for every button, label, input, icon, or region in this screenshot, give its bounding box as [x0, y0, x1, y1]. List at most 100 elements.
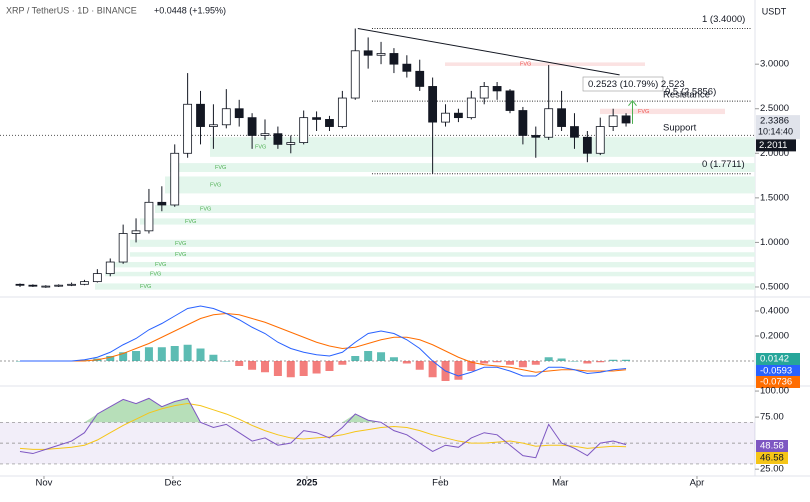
- fvg-label: FVG: [140, 284, 151, 290]
- marked-price-tag-bg: [756, 139, 796, 152]
- y-tick-label: 1.0000: [760, 237, 789, 248]
- fvg-label: FVG: [520, 62, 531, 68]
- y-tick-label: 2.5000: [760, 103, 789, 114]
- macd-histogram-bar: [183, 344, 192, 361]
- fvg-bull-zone: [170, 163, 755, 173]
- macd-histogram-bar: [480, 361, 489, 364]
- candle-body: [183, 103, 193, 154]
- last-price-tag: 2.3386: [760, 116, 789, 127]
- candle-body: [325, 119, 334, 127]
- x-tick-label: Mar: [552, 478, 568, 489]
- macd-histogram-bar: [389, 357, 398, 361]
- candle-body: [260, 133, 270, 136]
- macd-histogram-bar: [583, 361, 592, 364]
- fvg-label: FVG: [200, 206, 211, 212]
- candle-body: [247, 117, 257, 136]
- candle-body: [350, 50, 360, 99]
- macd-tag: -0.0593: [760, 366, 792, 377]
- macd-histogram-bar: [531, 361, 540, 365]
- last-price-tag-bg: [756, 115, 800, 140]
- candle-body: [544, 108, 554, 138]
- candle-body: [505, 90, 515, 111]
- fvg-label: FVG: [210, 182, 221, 188]
- measure-arrow-head: [628, 99, 637, 107]
- candle-body: [363, 50, 373, 56]
- fvg-bear-zone: [600, 108, 725, 115]
- candle-body: [80, 281, 89, 285]
- candle-body: [196, 103, 205, 127]
- rsi-tag: 46.58: [760, 453, 784, 464]
- fvg-bull-zone: [140, 218, 755, 225]
- fvg-label: FVG: [175, 252, 186, 258]
- macd-histogram-bar: [222, 361, 231, 362]
- macd-histogram-bar: [132, 351, 141, 361]
- candle-body: [518, 110, 528, 136]
- macd-histogram-bar: [196, 348, 205, 361]
- candle-body: [466, 97, 476, 119]
- macd-histogram-bar: [518, 361, 527, 368]
- resistance-label: Resistance: [663, 90, 710, 101]
- macd-tag-bg: [756, 376, 800, 388]
- candle-body: [209, 124, 218, 127]
- macd-histogram-bar: [144, 347, 153, 361]
- macd-histogram-bar: [428, 361, 437, 378]
- rsi-tick-label: 75.00: [760, 412, 784, 423]
- symbol-header: XRP / TetherUS · 1D · BINANCE: [6, 5, 137, 15]
- macd-signal-line: [19, 312, 627, 373]
- candle-body: [492, 86, 502, 92]
- candle-body: [570, 126, 579, 138]
- candle-body: [15, 283, 25, 286]
- candle-body: [41, 285, 51, 288]
- fvg-label: FVG: [175, 241, 186, 247]
- macd-histogram-bar: [596, 361, 605, 363]
- macd-histogram-bar: [209, 354, 218, 361]
- macd-histogram-bar: [364, 351, 373, 361]
- macd-histogram-bar: [557, 358, 566, 361]
- macd-histogram-bar: [454, 361, 463, 380]
- macd-histogram-bar: [325, 361, 334, 371]
- macd-histogram-bar: [377, 352, 386, 361]
- candle-body: [67, 283, 76, 286]
- candle-body: [428, 86, 438, 123]
- rsi-tag-bg: [756, 440, 788, 452]
- macd-histogram-bar: [622, 359, 631, 361]
- fvg-bull-zone: [95, 283, 755, 290]
- macd-tick-label: 0.4000: [760, 306, 789, 317]
- macd-histogram-bar: [544, 357, 553, 361]
- candle-body: [582, 136, 592, 154]
- macd-histogram-bar: [609, 359, 618, 361]
- macd-histogram-bar: [312, 361, 321, 374]
- macd-histogram-bar: [235, 361, 244, 366]
- macd-tag: -0.0736: [760, 377, 792, 388]
- macd-histogram-bar: [106, 356, 115, 361]
- candle-body: [105, 261, 115, 275]
- change-header: +0.0448 (+1.95%): [154, 5, 226, 15]
- candle-body: [621, 115, 631, 124]
- macd-histogram-bar: [80, 359, 89, 361]
- measure-label: 0.2523 (10.79%) 2,523: [588, 79, 685, 90]
- rsi-ma-line: [19, 403, 627, 450]
- fvg-bull-zone: [130, 239, 755, 247]
- macd-histogram-bar: [157, 347, 166, 361]
- fib-label: 1 (3.4000): [702, 14, 745, 25]
- candle-body: [234, 108, 244, 119]
- x-tick-label: Feb: [432, 478, 448, 489]
- candle-body: [118, 233, 128, 263]
- rsi-overbought-fill: [19, 398, 627, 423]
- fvg-label: FVG: [638, 109, 649, 115]
- x-tick-label: 2025: [296, 478, 318, 489]
- candle-body: [454, 112, 463, 119]
- fib-label: 0 (1.7711): [702, 159, 745, 170]
- candle-body: [286, 142, 296, 145]
- candle-body: [337, 97, 347, 127]
- candle-body: [299, 117, 309, 143]
- plot: FVG FVG FVG FVG FVG FVG FVG FVG FVG FVG FVG FVG 0.50…: [0, 14, 800, 489]
- fvg-bull-zone: [105, 271, 755, 277]
- fvg-bull-zone: [130, 252, 755, 257]
- fvg-bull-zone: [155, 204, 755, 214]
- macd-histogram-bar: [402, 361, 411, 364]
- macd-line: [19, 305, 627, 377]
- candle-body: [144, 201, 154, 232]
- macd-histogram-bar: [493, 361, 502, 363]
